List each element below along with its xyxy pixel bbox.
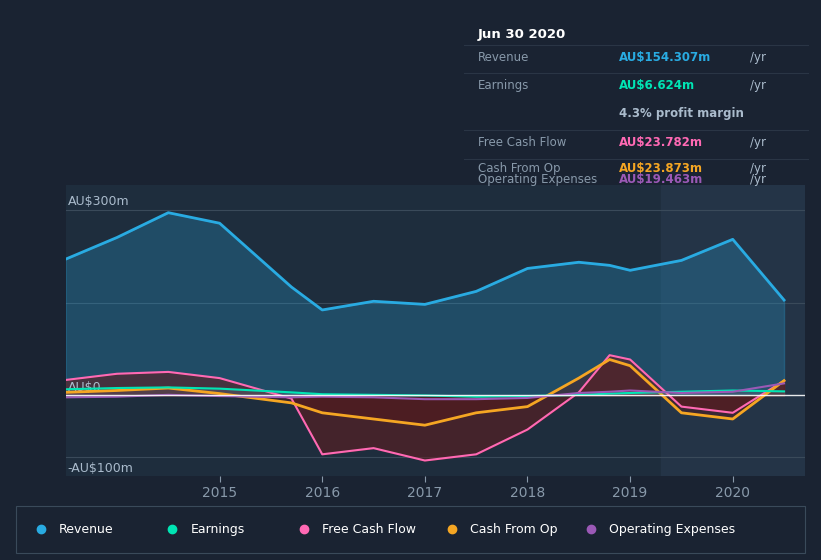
Text: Cash From Op: Cash From Op: [478, 162, 560, 175]
Text: AU$23.873m: AU$23.873m: [619, 162, 703, 175]
Text: Earnings: Earnings: [190, 522, 245, 536]
Text: AU$154.307m: AU$154.307m: [619, 51, 711, 64]
Text: /yr: /yr: [750, 162, 766, 175]
Text: 4.3% profit margin: 4.3% profit margin: [619, 108, 744, 120]
Text: Revenue: Revenue: [59, 522, 114, 536]
Text: Cash From Op: Cash From Op: [470, 522, 557, 536]
Text: AU$300m: AU$300m: [67, 195, 130, 208]
Text: Free Cash Flow: Free Cash Flow: [478, 136, 566, 148]
Text: Free Cash Flow: Free Cash Flow: [322, 522, 415, 536]
Text: /yr: /yr: [750, 136, 766, 148]
Text: AU$23.782m: AU$23.782m: [619, 136, 703, 148]
Text: Revenue: Revenue: [478, 51, 529, 64]
Text: Operating Expenses: Operating Expenses: [609, 522, 736, 536]
Text: AU$0: AU$0: [67, 381, 101, 394]
Bar: [661, 185, 805, 476]
Text: AU$6.624m: AU$6.624m: [619, 79, 695, 92]
Text: Jun 30 2020: Jun 30 2020: [478, 28, 566, 41]
Text: -AU$100m: -AU$100m: [67, 462, 134, 475]
Text: /yr: /yr: [750, 173, 766, 186]
Text: /yr: /yr: [750, 51, 766, 64]
Text: /yr: /yr: [750, 79, 766, 92]
Text: AU$19.463m: AU$19.463m: [619, 173, 704, 186]
Text: Earnings: Earnings: [478, 79, 529, 92]
Text: Operating Expenses: Operating Expenses: [478, 173, 597, 186]
